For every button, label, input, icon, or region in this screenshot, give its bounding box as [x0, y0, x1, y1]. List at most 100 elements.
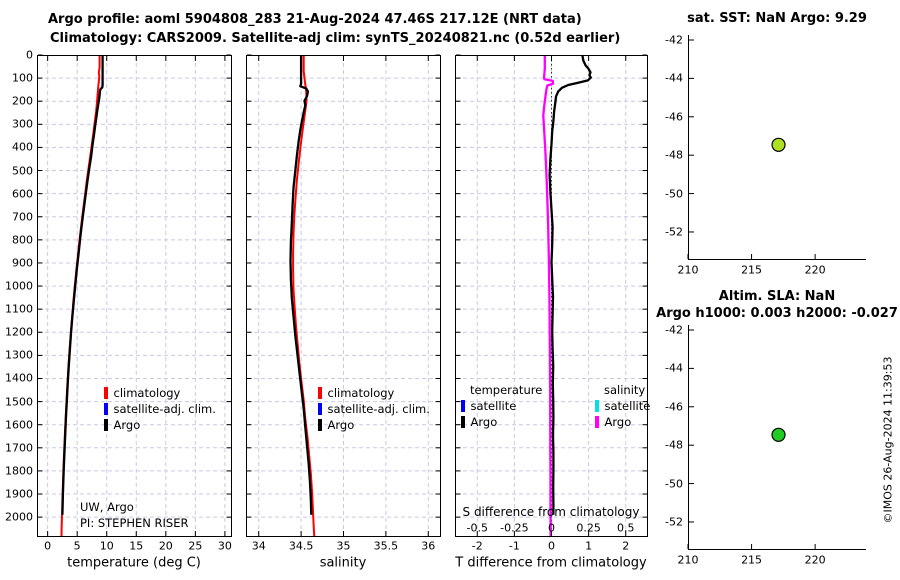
- tick-label: 100: [12, 71, 33, 85]
- tick-label: 10: [99, 539, 114, 553]
- legend-item-label: Argo: [113, 418, 141, 432]
- s-difference-legend-header: salinity: [604, 383, 646, 397]
- legend-line-sample: [595, 400, 599, 412]
- temperature-panel-legend: climatology satellite-adj. clim. Argo: [104, 385, 216, 433]
- sla-map-title-line1: Altim. SLA: NaN: [718, 289, 836, 304]
- legend-item: satellite-adj. clim.: [318, 401, 430, 417]
- tick-label: 220: [804, 263, 826, 277]
- tick-label: 0: [548, 521, 555, 535]
- tick-label: 220: [804, 553, 826, 567]
- tick-label: 1900: [5, 487, 33, 501]
- tick-label: 20: [158, 539, 173, 553]
- tick-label: 2: [622, 539, 630, 553]
- tick-label: 300: [12, 117, 33, 131]
- tick-label: 1100: [5, 302, 33, 316]
- legend-item: satellite: [461, 398, 542, 414]
- s-difference-legend: salinity satellite Argo: [595, 382, 650, 430]
- tick-label: 1500: [5, 395, 33, 409]
- tick-label: 0: [548, 539, 555, 553]
- legend-item: climatology: [318, 385, 430, 401]
- legend-line-sample: [104, 387, 108, 399]
- argo-line: [289, 55, 313, 515]
- tick-label: 34.5: [288, 539, 314, 553]
- argo-line: [61, 55, 104, 515]
- s-diff-argo-line: [542, 55, 555, 537]
- float-position-marker: [771, 427, 786, 442]
- float-position-marker: [771, 137, 786, 152]
- tick-label: 210: [677, 553, 699, 567]
- legend-item-label: climatology: [327, 386, 395, 400]
- tick-label: 0: [44, 539, 52, 553]
- t-difference-axis-label: T difference from climatology: [455, 555, 647, 571]
- tick-label: -42: [665, 323, 683, 337]
- legend-item-label: climatology: [113, 386, 181, 400]
- salinity-profile-panel: [246, 54, 441, 538]
- salinity-panel-legend: climatology satellite-adj. clim. Argo: [318, 385, 430, 433]
- s-difference-axis-label: S difference from climatology: [462, 505, 640, 519]
- tick-label: 1600: [5, 418, 33, 432]
- pi-credits: UW, Argo PI: STEPHEN RISER: [80, 499, 189, 531]
- tick-label: -44: [665, 361, 683, 375]
- tick-label: 2000: [5, 510, 33, 524]
- tick-label: 600: [12, 187, 33, 201]
- salinity-axis-label: salinity: [319, 555, 367, 571]
- tick-label: -50: [665, 187, 683, 201]
- legend-item-label: Argo: [470, 415, 498, 429]
- tick-label: -46: [665, 400, 683, 414]
- tick-label: 1400: [5, 371, 33, 385]
- legend-line-sample: [104, 419, 108, 431]
- tick-label: -42: [665, 33, 683, 47]
- figure-title-line2: Climatology: CARS2009. Satellite-adj cli…: [50, 31, 621, 46]
- tick-label: -1: [508, 539, 520, 553]
- tick-label: 500: [12, 164, 33, 178]
- sla-map-title-line2: Argo h1000: 0.003 h2000: -0.027: [656, 306, 898, 321]
- tick-label: 215: [741, 263, 763, 277]
- tick-label: 1700: [5, 441, 33, 455]
- tick-label: -48: [665, 148, 683, 162]
- legend-line-sample: [318, 403, 322, 415]
- tick-label: 800: [12, 233, 33, 247]
- tick-label: -52: [665, 225, 683, 239]
- legend-item-label: Argo: [327, 418, 355, 432]
- tick-label: 200: [12, 94, 33, 108]
- tick-label: 30: [217, 539, 232, 553]
- tick-label: 15: [129, 539, 144, 553]
- sla-location-map: [687, 325, 866, 550]
- legend-item-label: satellite-adj. clim.: [113, 402, 216, 416]
- legend-item-label: Argo: [604, 415, 632, 429]
- legend-item: Argo: [104, 417, 216, 433]
- tick-label: 35: [336, 539, 351, 553]
- legend-item: climatology: [104, 385, 216, 401]
- tick-label: -2: [471, 539, 483, 553]
- tick-label: 35.5: [373, 539, 399, 553]
- tick-label: 0.5: [616, 521, 635, 535]
- tick-label: -52: [665, 515, 683, 529]
- tick-label: 900: [12, 256, 33, 270]
- legend-item: satellite: [595, 398, 650, 414]
- figure-title-line1: Argo profile: aoml 5904808_283 21-Aug-20…: [48, 12, 582, 27]
- t-difference-legend: temperature satellite Argo: [461, 382, 542, 430]
- pi-credits-line1: UW, Argo: [80, 500, 134, 514]
- tick-label: -0.25: [500, 521, 529, 535]
- legend-item: Argo: [461, 414, 542, 430]
- tick-label: 1300: [5, 348, 33, 362]
- sst-location-map: [687, 35, 866, 260]
- legend-line-sample: [318, 419, 322, 431]
- legend-item-label: satellite: [470, 399, 517, 413]
- tick-label: 36: [421, 539, 436, 553]
- temperature-profile-panel: [37, 54, 232, 538]
- tick-label: -50: [665, 477, 683, 491]
- climatology-line: [292, 55, 316, 538]
- tick-label: 1200: [5, 325, 33, 339]
- legend-line-sample: [318, 387, 322, 399]
- tick-label: 34: [251, 539, 266, 553]
- legend-item: Argo: [318, 417, 430, 433]
- legend-line-sample: [595, 416, 599, 428]
- tick-label: 210: [677, 263, 699, 277]
- t-difference-legend-header: temperature: [470, 383, 543, 397]
- legend-line-sample: [461, 416, 465, 428]
- tick-label: -46: [665, 110, 683, 124]
- tick-label: 1800: [5, 464, 33, 478]
